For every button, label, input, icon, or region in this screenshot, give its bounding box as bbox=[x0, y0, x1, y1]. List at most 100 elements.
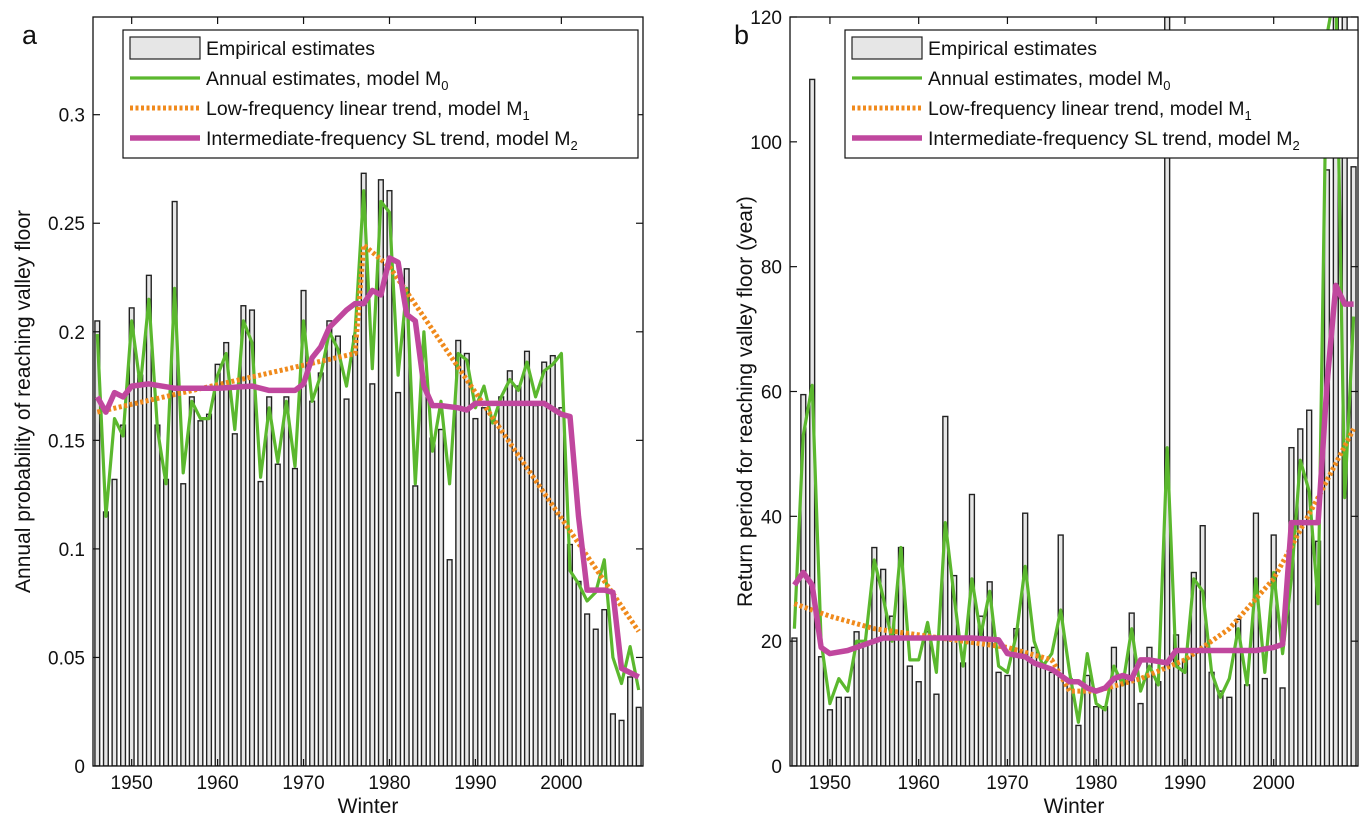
bar-2007 bbox=[1332, 17, 1339, 766]
y-tick-label: 0.05 bbox=[48, 648, 85, 669]
legend-label: Low-frequency linear trend, model M1 bbox=[206, 98, 530, 123]
bar-1963 bbox=[942, 415, 949, 766]
bar-1998 bbox=[541, 361, 548, 766]
bar-1973 bbox=[326, 320, 333, 766]
y-tick-label: 120 bbox=[750, 8, 782, 29]
bar-1996 bbox=[1235, 618, 1242, 766]
bar-1970 bbox=[1004, 674, 1011, 766]
x-tick-label: 1960 bbox=[196, 773, 238, 794]
bar-1953 bbox=[154, 424, 161, 766]
bar-2000 bbox=[1270, 534, 1277, 766]
bar-1966 bbox=[968, 493, 976, 766]
x-tick-label: 1980 bbox=[368, 773, 410, 794]
bars-empirical bbox=[94, 172, 642, 766]
bar-1985 bbox=[1137, 702, 1144, 766]
bar-2002 bbox=[575, 580, 582, 766]
series-line-2 bbox=[96, 242, 641, 633]
bar-1974 bbox=[1039, 662, 1047, 766]
bar-1985 bbox=[429, 437, 436, 766]
bar-1977 bbox=[360, 172, 367, 766]
bar-1948 bbox=[111, 478, 118, 766]
bar-1967 bbox=[977, 615, 984, 766]
y-tick-label: 0.25 bbox=[48, 214, 85, 235]
bar-1961 bbox=[223, 341, 230, 766]
series-line-3 bbox=[94, 255, 640, 680]
bar-1995 bbox=[515, 385, 522, 766]
x-tick-label: 1950 bbox=[111, 773, 153, 794]
legend-swatch-bar bbox=[851, 36, 923, 60]
legend-subscript: 1 bbox=[523, 108, 530, 123]
bar-1983 bbox=[412, 485, 419, 766]
bar-1974 bbox=[334, 335, 341, 766]
y-tick-label: 0.3 bbox=[59, 106, 85, 127]
y-axis-label: Return period for reaching valley floor … bbox=[734, 196, 757, 607]
bar-1962 bbox=[933, 693, 940, 766]
bar-1958 bbox=[197, 420, 204, 766]
bar-1990 bbox=[472, 417, 479, 766]
bar-1949 bbox=[120, 424, 127, 766]
x-tick-label: 2000 bbox=[1253, 773, 1295, 794]
legend-label: Low-frequency linear trend, model M1 bbox=[928, 98, 1252, 123]
bar-2003 bbox=[1297, 428, 1304, 766]
bar-1955 bbox=[171, 200, 178, 766]
axes-box bbox=[92, 16, 644, 767]
series-line-3 bbox=[792, 282, 1354, 694]
bar-1980 bbox=[386, 189, 393, 766]
bar-1983 bbox=[1119, 674, 1126, 766]
y-tick-label: 0.2 bbox=[59, 323, 85, 344]
y-tick-label: 20 bbox=[761, 632, 782, 653]
legend-label: Intermediate-frequency SL trend, model M… bbox=[928, 128, 1300, 153]
bar-1956 bbox=[880, 568, 887, 766]
bar-1976 bbox=[1057, 534, 1064, 766]
bar-1979 bbox=[377, 179, 384, 766]
bar-1997 bbox=[532, 404, 539, 766]
y-tick-label: 100 bbox=[750, 133, 782, 154]
bar-1964 bbox=[248, 309, 256, 766]
panel-letter: b bbox=[734, 20, 749, 50]
legend-box bbox=[844, 29, 1359, 159]
y-tick-label: 40 bbox=[761, 507, 782, 528]
bar-2007 bbox=[618, 719, 625, 766]
bar-2003 bbox=[584, 613, 591, 766]
bar-1992 bbox=[489, 417, 496, 766]
bar-1947 bbox=[102, 511, 109, 766]
bar-1960 bbox=[915, 681, 922, 766]
bar-1993 bbox=[498, 396, 505, 766]
x-tick-label: 1950 bbox=[809, 773, 851, 794]
legend-label: Empirical estimates bbox=[928, 38, 1097, 60]
bar-1990 bbox=[1181, 659, 1189, 766]
bar-1976 bbox=[352, 335, 359, 766]
bar-1962 bbox=[231, 433, 238, 766]
bar-1968 bbox=[986, 581, 993, 766]
bar-1984 bbox=[420, 385, 427, 766]
bar-1981 bbox=[1101, 706, 1109, 766]
bar-1968 bbox=[283, 396, 290, 766]
legend-label: Annual estimates, model M0 bbox=[206, 68, 448, 93]
bar-1991 bbox=[1190, 571, 1197, 766]
bar-1949 bbox=[817, 656, 825, 766]
y-tick-label: 0.1 bbox=[59, 540, 85, 561]
legend-label: Empirical estimates bbox=[206, 38, 375, 60]
bar-1951 bbox=[137, 374, 144, 766]
bar-1987 bbox=[446, 559, 453, 766]
y-tick-label: 0.15 bbox=[48, 431, 85, 452]
legend: Empirical estimates Annual estimates, mod… bbox=[844, 29, 1359, 159]
bar-1994 bbox=[506, 370, 513, 766]
bar-1954 bbox=[862, 640, 869, 766]
x-tick-label: 1970 bbox=[282, 773, 324, 794]
bar-1980 bbox=[1093, 706, 1100, 766]
bar-1993 bbox=[1208, 671, 1215, 766]
bar-1975 bbox=[1048, 671, 1055, 766]
bar-1981 bbox=[395, 391, 402, 766]
legend-box bbox=[122, 29, 639, 159]
bar-1999 bbox=[549, 354, 556, 766]
bar-1957 bbox=[188, 396, 195, 766]
bar-1972 bbox=[1022, 512, 1029, 766]
x-tick-label: 1980 bbox=[1075, 773, 1117, 794]
bar-2006 bbox=[1323, 169, 1331, 766]
bar-1988 bbox=[1164, 17, 1171, 766]
bar-1950 bbox=[128, 307, 135, 766]
bar-1966 bbox=[266, 396, 273, 766]
bar-1955 bbox=[871, 546, 878, 766]
